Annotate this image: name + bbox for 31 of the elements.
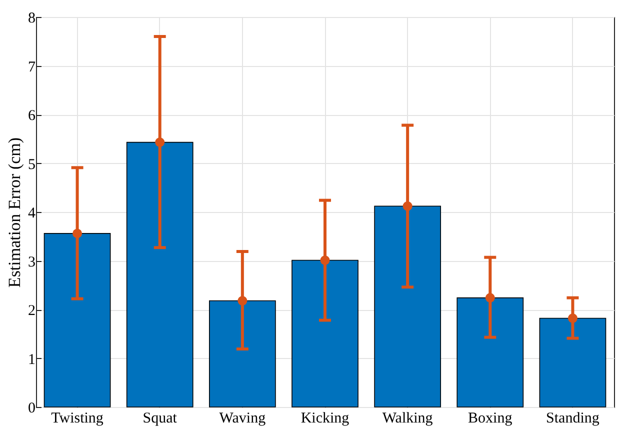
point — [402, 201, 412, 211]
point — [320, 256, 330, 265]
y-tick-label: 6 — [28, 108, 36, 124]
y-tick-label: 2 — [28, 303, 36, 319]
bar — [126, 142, 194, 408]
x-tick-label: Squat — [142, 410, 178, 426]
bar — [539, 318, 606, 408]
x-tick-label: Kicking — [300, 410, 350, 426]
y-tick-label: 7 — [28, 59, 36, 76]
point — [238, 296, 248, 306]
bar — [374, 206, 441, 408]
point — [72, 228, 82, 238]
x-tick-label: Walking — [382, 410, 434, 426]
y-tick-label: 0 — [28, 400, 36, 416]
bar — [209, 300, 276, 408]
y-tick-label: 3 — [28, 254, 36, 270]
x-tick-label: Standing — [546, 410, 600, 426]
x-tick-label: Twisting — [51, 410, 104, 426]
x-tick-label: Waving — [219, 410, 266, 426]
y-tick-label: 4 — [28, 206, 36, 222]
point — [568, 314, 578, 324]
bar — [292, 260, 358, 408]
x-tick-label: Boxing — [468, 410, 513, 426]
point — [485, 293, 495, 303]
bar — [44, 233, 111, 408]
point — [155, 138, 165, 148]
y-axis-title: Estimation Error (cm) — [5, 137, 24, 288]
bar — [456, 297, 524, 408]
y-tick-label: 1 — [28, 352, 36, 368]
y-tick-label: 5 — [28, 156, 36, 173]
y-tick-label: 8 — [28, 10, 36, 26]
